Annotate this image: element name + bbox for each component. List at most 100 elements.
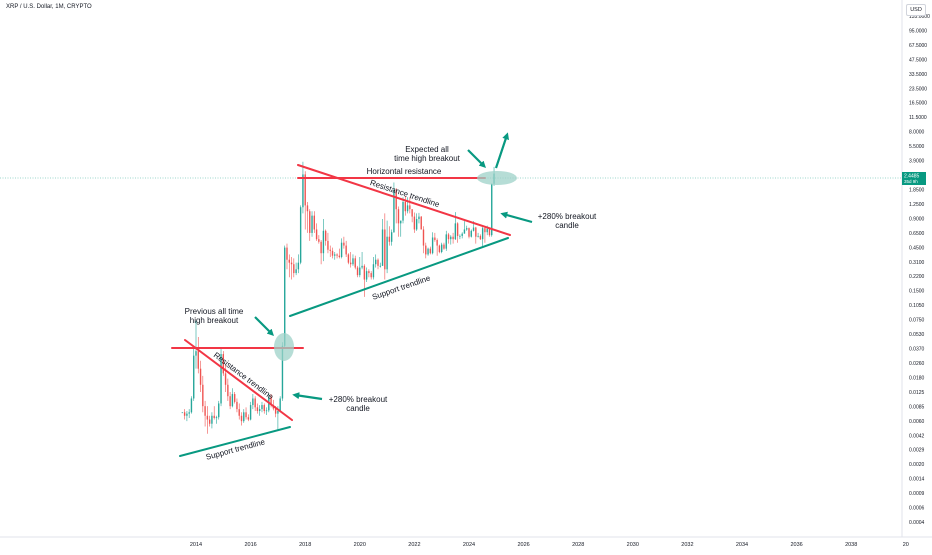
candle-body [281, 345, 284, 399]
candle-body [481, 228, 484, 240]
candle-body [486, 228, 488, 233]
candle-body [213, 415, 215, 418]
candle-body [306, 205, 309, 212]
candle-body [365, 271, 368, 280]
candle-body [193, 355, 195, 399]
price-tick-label: 0.0750 [909, 318, 925, 324]
previous-ath-arrow [254, 316, 274, 336]
previous-ath-label-2: high breakout [190, 316, 239, 325]
candle-body [233, 394, 236, 402]
price-axis[interactable]: 135.0000 95.0000 67.5000 47.5000 33.5000 23.5… [901, 0, 930, 537]
candle-body [334, 254, 336, 256]
candle-body [418, 216, 420, 220]
candle-body [247, 417, 250, 420]
candle-body [211, 415, 213, 424]
price-tick-label: 0.0060 [909, 419, 925, 425]
candle-body [263, 405, 265, 412]
candle-body [413, 216, 416, 230]
candle-body [436, 240, 438, 246]
candle-body [386, 236, 388, 270]
candle-body [258, 409, 261, 412]
candle-body [384, 229, 386, 270]
current-price-badge [902, 172, 926, 185]
breakout-candle-label-2-line2: candle [555, 221, 579, 230]
price-tick-label: 95.0000 [909, 28, 927, 34]
candle-body [302, 174, 304, 208]
price-tick-label: 0.0009 [909, 491, 925, 497]
candle-body [461, 233, 463, 236]
support-trendline-2 [289, 237, 509, 317]
candle-body [445, 234, 447, 249]
time-tick-label: 2026 [517, 542, 529, 548]
candle-body [409, 205, 411, 210]
price-tick-label: 0.6500 [909, 231, 925, 237]
candles [181, 161, 495, 434]
time-tick-label: 2034 [736, 542, 748, 548]
price-tick-label: 11.5000 [909, 115, 927, 121]
time-tick-label: 2032 [681, 542, 693, 548]
price-tick-label: 0.0004 [909, 520, 925, 526]
time-axis[interactable]: 2014 2016 2018 2020 2022 2024 2026 2028 2030 2032… [0, 536, 932, 548]
candle-body [470, 230, 472, 237]
candle-body [293, 264, 295, 274]
price-tick-label: 0.0125 [909, 390, 925, 396]
price-tick-label: 0.0085 [909, 404, 925, 410]
candle-body [277, 411, 279, 414]
candle-body [322, 230, 325, 254]
candle-body [204, 406, 206, 416]
upward-projection-arrow [494, 132, 510, 169]
price-tick-label: 0.1500 [909, 289, 925, 295]
candle-body [422, 229, 425, 246]
candle-body [243, 412, 245, 422]
expected-ath-highlight [477, 171, 517, 185]
candle-body [188, 412, 190, 414]
candle-body [379, 265, 381, 267]
candle-body [183, 412, 186, 416]
candle-body [186, 413, 188, 416]
candle-body [297, 262, 300, 270]
candle-body [329, 249, 331, 251]
candle-body [404, 201, 407, 212]
candle-body [402, 201, 404, 221]
candle-body [252, 398, 254, 406]
candle-body [352, 258, 354, 265]
candle-body [240, 415, 243, 422]
candle-body [438, 245, 441, 253]
candle-body [477, 235, 479, 237]
candle-body [459, 235, 461, 237]
price-tick-label: 1.8500 [909, 187, 925, 193]
breakout-candle-label-1-line2: candle [346, 404, 370, 413]
price-tick-label: 23.5000 [909, 86, 927, 92]
candle-body [313, 215, 315, 230]
candle-body [370, 273, 372, 278]
candle-body [406, 205, 409, 212]
price-tick-label: 16.5000 [909, 101, 927, 107]
candle-body [265, 410, 268, 412]
candle-body [327, 240, 329, 250]
candle-body [434, 237, 436, 241]
expected-ath-label-1: Expected all [405, 145, 449, 154]
candle-body [336, 254, 338, 256]
candle-body [331, 250, 334, 256]
price-tick-label: 0.1050 [909, 303, 925, 309]
candle-body [356, 267, 359, 276]
price-tick-label: 0.3100 [909, 260, 925, 266]
previous-ath-label-1: Previous all time [185, 307, 244, 316]
candle-body [343, 242, 345, 246]
candle-body [254, 398, 256, 408]
currency-button[interactable]: USD [906, 4, 926, 16]
candle-body [381, 229, 384, 266]
candle-body [415, 219, 418, 230]
price-tick-label: 33.5000 [909, 72, 927, 78]
candle-body [215, 417, 218, 419]
price-tick-label: 135.0000 [909, 14, 930, 20]
candle-body [304, 174, 306, 206]
price-tick-label: 0.0370 [909, 347, 925, 353]
horizontal-resistance-label: Horizontal resistance [367, 167, 442, 176]
price-tick-label: 0.0180 [909, 375, 925, 381]
previous-ath-highlight [274, 333, 294, 361]
candle-body [197, 351, 199, 369]
price-tick-label: 0.0260 [909, 361, 925, 367]
